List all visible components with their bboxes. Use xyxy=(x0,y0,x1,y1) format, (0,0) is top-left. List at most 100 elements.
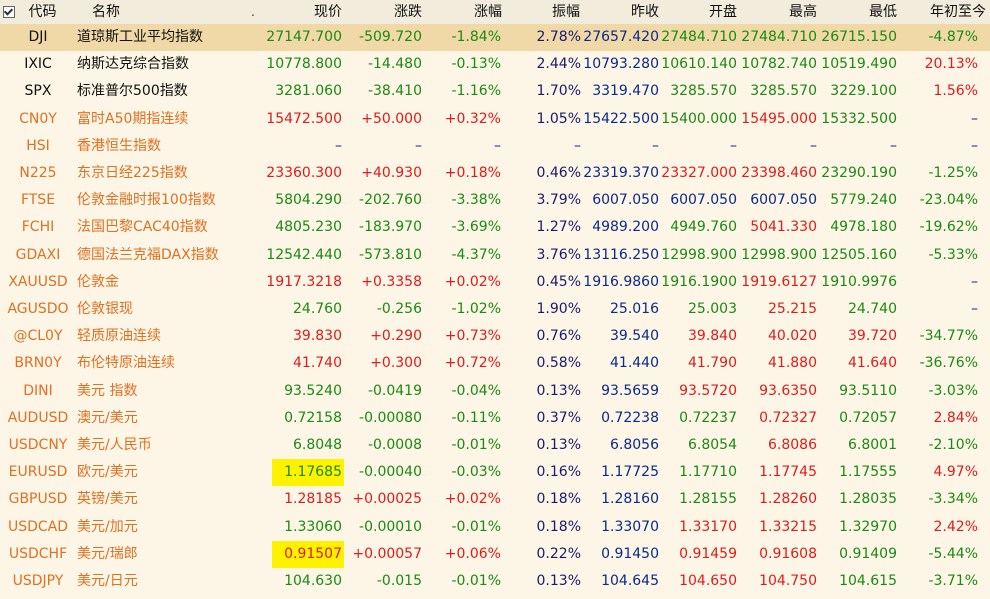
cell-price: 27147.700 xyxy=(266,29,342,45)
cell-price: 23360.300 xyxy=(266,165,342,181)
price-highlight: 1.17685 xyxy=(284,464,342,481)
cell-high: 40.020 xyxy=(768,328,817,345)
symbol-name: 英镑/美元 xyxy=(77,491,138,508)
cell-open: 1.17710 xyxy=(679,464,737,481)
table-row[interactable]: USDCNY 美元/人民币 6.8048 -0.0008 -0.01% 0.13% 6.80… xyxy=(0,432,990,459)
cell-amp: 0.46% xyxy=(536,165,581,181)
cell-open: 25.003 xyxy=(688,301,737,317)
symbol-name: 美元/人民币 xyxy=(77,437,152,453)
header-code[interactable]: 代码 xyxy=(28,4,57,20)
table-row[interactable]: AGUSDO 伦敦银现 24.760 -0.256 -1.02% 1.90% 25.016 2… xyxy=(0,296,990,323)
cell-open: 3285.570 xyxy=(670,83,737,100)
symbol-name: 标准普尔500指数 xyxy=(77,83,188,100)
cell-change: +40.930 xyxy=(361,165,422,181)
cell-price: 3281.060 xyxy=(275,83,342,100)
cell-prev: 15422.500 xyxy=(583,110,659,127)
table-row[interactable]: IXIC 纳斯达克综合指数 10778.800 -14.480 -0.13% 2.44% 1… xyxy=(0,51,990,78)
cell-pct: +0.02% xyxy=(444,273,501,290)
table-row[interactable]: EURUSD 欧元/美元 1.17685 -0.00040 -0.03% 0.16% 1.1… xyxy=(0,459,990,487)
header-change[interactable]: 涨跌 xyxy=(394,4,422,20)
cell-high: 1919.6127 xyxy=(741,273,817,290)
cell-low: 3229.100 xyxy=(830,83,897,100)
cell-low: 5779.240 xyxy=(830,192,897,209)
cell-amp: 0.58% xyxy=(536,355,581,372)
table-row[interactable]: @CL0Y 轻质原油连续 39.830 +0.290 +0.73% 0.76% 39.540… xyxy=(0,323,990,350)
symbol-name: 布伦特原油连续 xyxy=(77,355,175,372)
cell-amp: 0.76% xyxy=(536,328,581,345)
symbol-name: 香港恒生指数 xyxy=(77,137,161,154)
cell-prev: 3319.470 xyxy=(592,83,659,100)
header-pct[interactable]: 涨幅 xyxy=(474,4,502,20)
symbol-name: 德国法兰克福DAX指数 xyxy=(77,246,219,263)
table-row[interactable]: USDCAD 美元/加元 1.33060 -0.00010 -0.01% 0.18% 1.3… xyxy=(0,514,990,541)
table-row[interactable]: SPX 标准普尔500指数 3281.060 -38.410 -1.16% 1.70% 33… xyxy=(0,78,990,105)
header-amp[interactable]: 振幅 xyxy=(552,4,580,20)
table-row[interactable]: GBPUSD 英镑/美元 1.28185 +0.00025 +0.02% 0.18% 1.2… xyxy=(0,486,990,513)
cell-pct: -1.16% xyxy=(451,83,501,100)
cell-price: 1.28185 xyxy=(284,491,342,508)
cell-prev: 1916.9860 xyxy=(583,273,659,290)
symbol-code: @CL0Y xyxy=(13,328,63,345)
cell-prev: 13116.250 xyxy=(583,246,659,263)
header-low[interactable]: 最低 xyxy=(869,4,897,20)
cell-open: 10610.140 xyxy=(661,56,737,73)
header-price[interactable]: 现价 xyxy=(314,4,342,20)
header-high[interactable]: 最高 xyxy=(789,4,817,20)
cell-amp: 0.13% xyxy=(536,382,581,399)
cell-prev: 1.17725 xyxy=(601,464,659,481)
table-row[interactable]: BRN0Y 布伦特原油连续 41.740 +0.300 +0.72% 0.58% 41.44… xyxy=(0,350,990,377)
select-all-checkbox[interactable] xyxy=(3,6,15,18)
table-row[interactable]: FTSE 伦敦金融时报100指数 5804.290 -202.760 -3.38% 3.7… xyxy=(0,187,990,214)
cell-amp: 0.13% xyxy=(536,437,581,453)
cell-ytd: – xyxy=(971,110,978,127)
cell-ytd: 2.42% xyxy=(933,518,978,535)
table-row[interactable]: USDJPY 美元/日元 104.630 -0.015 -0.01% 0.13% 104.6… xyxy=(0,568,990,595)
table-row[interactable]: FCHI 法国巴黎CAC40指数 4805.230 -183.970 -3.69% 1.2… xyxy=(0,214,990,241)
cell-open: 15400.000 xyxy=(661,110,737,127)
cell-low: 24.740 xyxy=(848,301,897,317)
symbol-code: SPX xyxy=(24,83,52,100)
cell-price: 39.830 xyxy=(293,328,342,345)
table-row[interactable]: XAUUSD 伦敦金 1917.3218 +0.3358 +0.02% 0.45% 1916… xyxy=(0,269,990,296)
cell-high: 104.750 xyxy=(759,573,817,589)
cell-price: 15472.500 xyxy=(266,110,342,127)
cell-pct: -1.02% xyxy=(451,301,501,317)
cell-change: +0.00025 xyxy=(352,491,422,508)
table-row[interactable]: DINI 美元 指数 93.5240 -0.0419 -0.04% 0.13% 93.565… xyxy=(0,378,990,405)
header-name[interactable]: 名称 xyxy=(92,4,120,20)
cell-low: 10519.490 xyxy=(821,56,897,73)
cell-low: 6.8001 xyxy=(848,437,897,453)
cell-pct: +0.18% xyxy=(444,165,501,181)
cell-high: 1.17745 xyxy=(759,464,817,481)
symbol-code: BRN0Y xyxy=(14,355,62,372)
cell-pct: -3.69% xyxy=(451,219,501,236)
cell-open: 12998.900 xyxy=(661,246,737,263)
table-row[interactable]: N225 东京日经225指数 23360.300 +40.930 +0.18% 0.46%… xyxy=(0,160,990,187)
table-row[interactable]: GDAXI 德国法兰克福DAX指数 12542.440 -573.810 -4.37% 3… xyxy=(0,242,990,269)
table-row[interactable]: HSI 香港恒生指数 – – – – – – – – – xyxy=(0,133,990,160)
cell-ytd: – xyxy=(971,301,978,317)
table-row[interactable]: AUDUSD 澳元/美元 0.72158 -0.00080 -0.11% 0.37% 0.7… xyxy=(0,405,990,432)
cell-prev: 10793.280 xyxy=(583,56,659,73)
table-row[interactable]: DJI 道琼斯工业平均指数 27147.700 -509.720 -1.84% 2.78%… xyxy=(0,24,990,51)
cell-price: 0.72158 xyxy=(284,409,342,426)
cell-pct: -0.01% xyxy=(451,437,501,453)
cell-price: 1.33060 xyxy=(284,518,342,535)
table-row[interactable]: CN0Y 富时A50期指连续 15472.500 +50.000 +0.32% 1.05%… xyxy=(0,106,990,133)
symbol-code: GBPUSD xyxy=(8,491,68,508)
header-prev[interactable]: 昨收 xyxy=(631,4,659,20)
cell-change: -0.00010 xyxy=(359,518,422,535)
table-row[interactable]: USDCHF 美元/瑞郎 0.91507 +0.00057 +0.06% 0.22% 0.9… xyxy=(0,540,990,568)
cell-price: 6.8048 xyxy=(293,437,342,453)
header-open[interactable]: 开盘 xyxy=(709,4,737,20)
cell-change: +0.00057 xyxy=(352,545,422,562)
cell-prev: 6007.050 xyxy=(592,192,659,209)
cell-open: 1916.1900 xyxy=(661,273,737,290)
cell-amp: 0.37% xyxy=(536,409,581,426)
cell-high: 23398.460 xyxy=(741,165,817,181)
header-ytd[interactable]: 年初至今 xyxy=(930,4,986,20)
cell-open: – xyxy=(730,137,737,154)
symbol-name: 美元/加元 xyxy=(77,518,138,535)
cell-ytd: -4.87% xyxy=(928,29,978,45)
cell-amp: 3.76% xyxy=(536,246,581,263)
